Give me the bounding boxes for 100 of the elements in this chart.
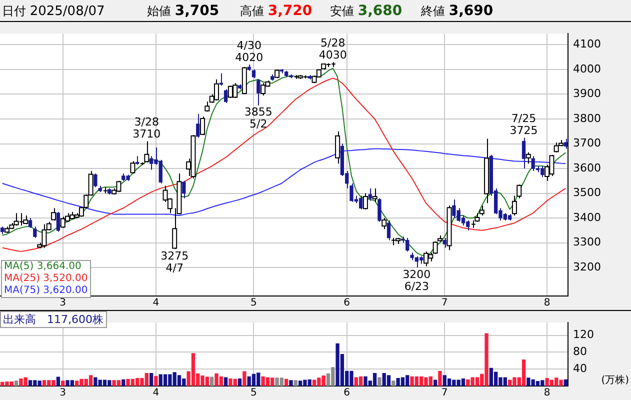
x-tick-label: 5 (250, 298, 257, 309)
bar (392, 380, 396, 386)
bar (294, 380, 298, 386)
candlestick (247, 64, 251, 72)
annotation: 4030 (318, 48, 347, 62)
bar (433, 380, 438, 386)
bar (56, 376, 60, 386)
text: 2025/08/07 (30, 4, 105, 19)
bar (252, 374, 256, 386)
y-tick-label: 80 (573, 345, 587, 358)
candlestick (358, 195, 363, 210)
bar (42, 380, 46, 386)
x-tick-label: 4 (152, 298, 160, 309)
bar (177, 375, 182, 386)
bar (522, 359, 526, 386)
y-tick-label: 3700 (573, 136, 601, 150)
annotation: 4/30 (236, 38, 262, 52)
bar (564, 379, 568, 386)
annotation: 6/23 (404, 280, 430, 293)
candlestick (386, 220, 391, 241)
annotation: 4020 (235, 50, 264, 64)
y-tick-label: 3600 (573, 161, 601, 174)
text: 日付 (2, 4, 26, 18)
annotation: 3200 (402, 268, 431, 281)
bar (372, 372, 377, 386)
bar (102, 380, 107, 386)
candlestick (378, 198, 382, 222)
candlestick (196, 114, 200, 138)
bar (358, 376, 363, 386)
bar (61, 380, 65, 386)
x-tick-label: 5 (250, 388, 257, 399)
bar (312, 380, 316, 386)
text: 高値 (240, 4, 264, 18)
bar (386, 375, 391, 386)
y-tick-label: 3400 (573, 210, 601, 224)
x-tick-label: 6 (344, 388, 350, 399)
candlestick (522, 137, 526, 170)
bar (438, 370, 442, 386)
text: 安値 (330, 4, 354, 18)
candlestick (224, 88, 228, 104)
y-tick-label: 3200 (573, 260, 601, 274)
candlestick (28, 218, 32, 228)
x-tick-label: 7 (441, 298, 448, 309)
annotation: 4/7 (166, 261, 184, 274)
x-tick-label: 8 (544, 388, 550, 399)
bar (536, 381, 540, 386)
annotation: 3725 (510, 124, 538, 137)
bar (210, 376, 214, 386)
candlestick (33, 226, 37, 238)
bar (224, 377, 228, 386)
bar (28, 380, 32, 386)
candlestick (256, 78, 260, 106)
bar (238, 378, 242, 386)
y-tick-label: 120 (573, 328, 594, 342)
bar (149, 372, 154, 386)
candlestick (0, 226, 4, 235)
bar (88, 375, 93, 386)
y-tick-label: 3300 (573, 236, 601, 249)
candlestick (368, 188, 372, 202)
y-tick-label: 40 (573, 362, 587, 375)
x-tick-label: 3 (60, 388, 66, 399)
text: 3,720 (268, 3, 312, 19)
text: 始値 (147, 4, 171, 18)
bar (242, 371, 246, 386)
annotation: 3855 (244, 106, 272, 119)
annotation: 3710 (132, 128, 161, 141)
bar (289, 380, 293, 386)
y-tick-label: 3500 (573, 186, 601, 200)
annotation: 3/28 (134, 116, 160, 129)
text: 終値 (421, 4, 445, 18)
y-tick-label: 3800 (573, 112, 601, 125)
text: 3,705 (174, 3, 220, 19)
text: MA(5) 3,664.00 (4, 261, 82, 273)
bar (284, 378, 288, 386)
text: 3,680 (358, 3, 402, 19)
candlestick (442, 237, 446, 248)
text: 3,690 (448, 3, 494, 19)
bar (154, 376, 158, 386)
annotation: 5/2 (250, 118, 268, 131)
annotation: 5/28 (320, 36, 346, 50)
x-tick-label: 3 (60, 298, 66, 309)
x-tick-label: 8 (544, 298, 550, 309)
bar (122, 379, 126, 386)
chart-title: 出来高 117,600株 (0, 311, 106, 328)
bar (489, 368, 494, 386)
x-tick-label: 7 (441, 388, 448, 399)
candlestick (564, 138, 568, 150)
text: MA(25) 3,520.00 (4, 273, 88, 285)
bar (14, 380, 18, 386)
y-axis-title: (万株) (601, 374, 629, 387)
y-tick-label: 4100 (573, 38, 601, 51)
bar (378, 377, 382, 386)
annotation: 3275 (160, 249, 189, 262)
y-tick-label: 3900 (573, 87, 601, 100)
x-tick-label: 4 (152, 388, 160, 399)
y-tick-label: 4000 (573, 62, 601, 76)
x-tick-label: 6 (344, 298, 350, 309)
bar (461, 378, 466, 386)
text: MA(75) 3,620.00 (4, 285, 88, 297)
annotation: 7/25 (511, 112, 536, 125)
